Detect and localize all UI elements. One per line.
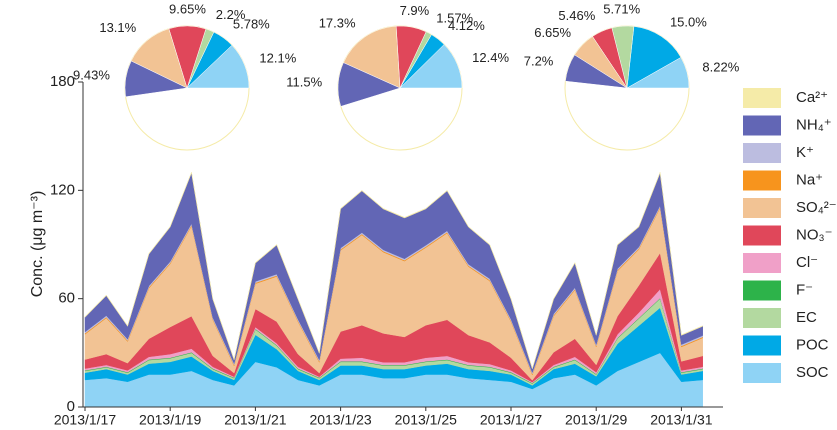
legend-label: K⁺ [796, 144, 814, 161]
legend-swatch [743, 253, 781, 273]
legend-swatch [743, 143, 781, 163]
pie-label: 13.1% [99, 20, 136, 35]
y-tick-label: 0 [67, 398, 75, 415]
x-tick-label: 2013/1/17 [54, 412, 116, 428]
pie-label: 15.0% [670, 14, 707, 29]
legend-label: SOC [796, 364, 829, 381]
legend-swatch [743, 280, 781, 301]
pie-label: 7.2% [524, 54, 554, 69]
legend-swatch [743, 225, 781, 246]
y-tick-label: 120 [50, 181, 75, 198]
legend-label: NO₃⁻ [796, 226, 833, 243]
legend-label: EC [796, 309, 817, 326]
pie-label: 6.65% [534, 25, 571, 40]
pie-slice [626, 26, 682, 89]
area [84, 171, 703, 370]
pie-label: 5.71% [603, 2, 640, 17]
legend-label: Ca²⁺ [796, 89, 828, 106]
legend-swatch [743, 335, 781, 356]
x-tick-label: 2013/1/21 [224, 412, 286, 428]
x-tick-label: 2013/1/27 [480, 412, 542, 428]
legend-swatch [743, 308, 781, 328]
pie-label: 5.46% [558, 8, 595, 23]
legend-swatch [743, 170, 781, 191]
x-tick-label: 2013/1/25 [395, 412, 457, 428]
legend-label: Cl⁻ [796, 254, 818, 271]
pie-slice [337, 62, 401, 107]
legend-label: SO₄²⁻ [796, 199, 837, 216]
pie-label: 9.43% [73, 67, 110, 82]
pie-label: 8.22% [702, 60, 739, 75]
y-tick-label: 180 [50, 73, 75, 90]
y-tick-label: 60 [58, 290, 75, 307]
pie-label: 2.2% [216, 7, 246, 22]
pie-label: 12.4% [472, 50, 509, 65]
legend-swatch [743, 363, 781, 383]
legend-label: NH₄⁺ [796, 116, 832, 133]
pie-label: 11.5% [286, 75, 322, 90]
x-tick-label: 2013/1/19 [139, 412, 201, 428]
y-axis-label: Conc. (μg m⁻³) [29, 191, 46, 298]
pie-label: 17.3% [319, 15, 356, 30]
pie-slice [565, 54, 628, 89]
x-tick-label: 2013/1/23 [309, 412, 371, 428]
legend-label: Na⁺ [796, 171, 823, 188]
pie-slice [124, 60, 188, 98]
pie-label: 9.65% [169, 1, 206, 16]
x-tick-label: 2013/1/31 [650, 412, 712, 428]
pie-label: 1.57% [436, 10, 473, 25]
legend-label: POC [796, 336, 829, 353]
legend-swatch [743, 88, 781, 108]
pie-label: 12.1% [259, 50, 296, 65]
pie-label: 5.78% [233, 16, 270, 31]
x-tick-label: 2013/1/29 [565, 412, 627, 428]
legend-swatch [743, 198, 781, 218]
pie-slice [343, 25, 401, 89]
legend-label: F⁻ [796, 281, 813, 298]
pie-label: 7.9% [400, 3, 430, 18]
pie-label: 4.12% [448, 18, 485, 33]
legend-swatch [743, 115, 781, 136]
